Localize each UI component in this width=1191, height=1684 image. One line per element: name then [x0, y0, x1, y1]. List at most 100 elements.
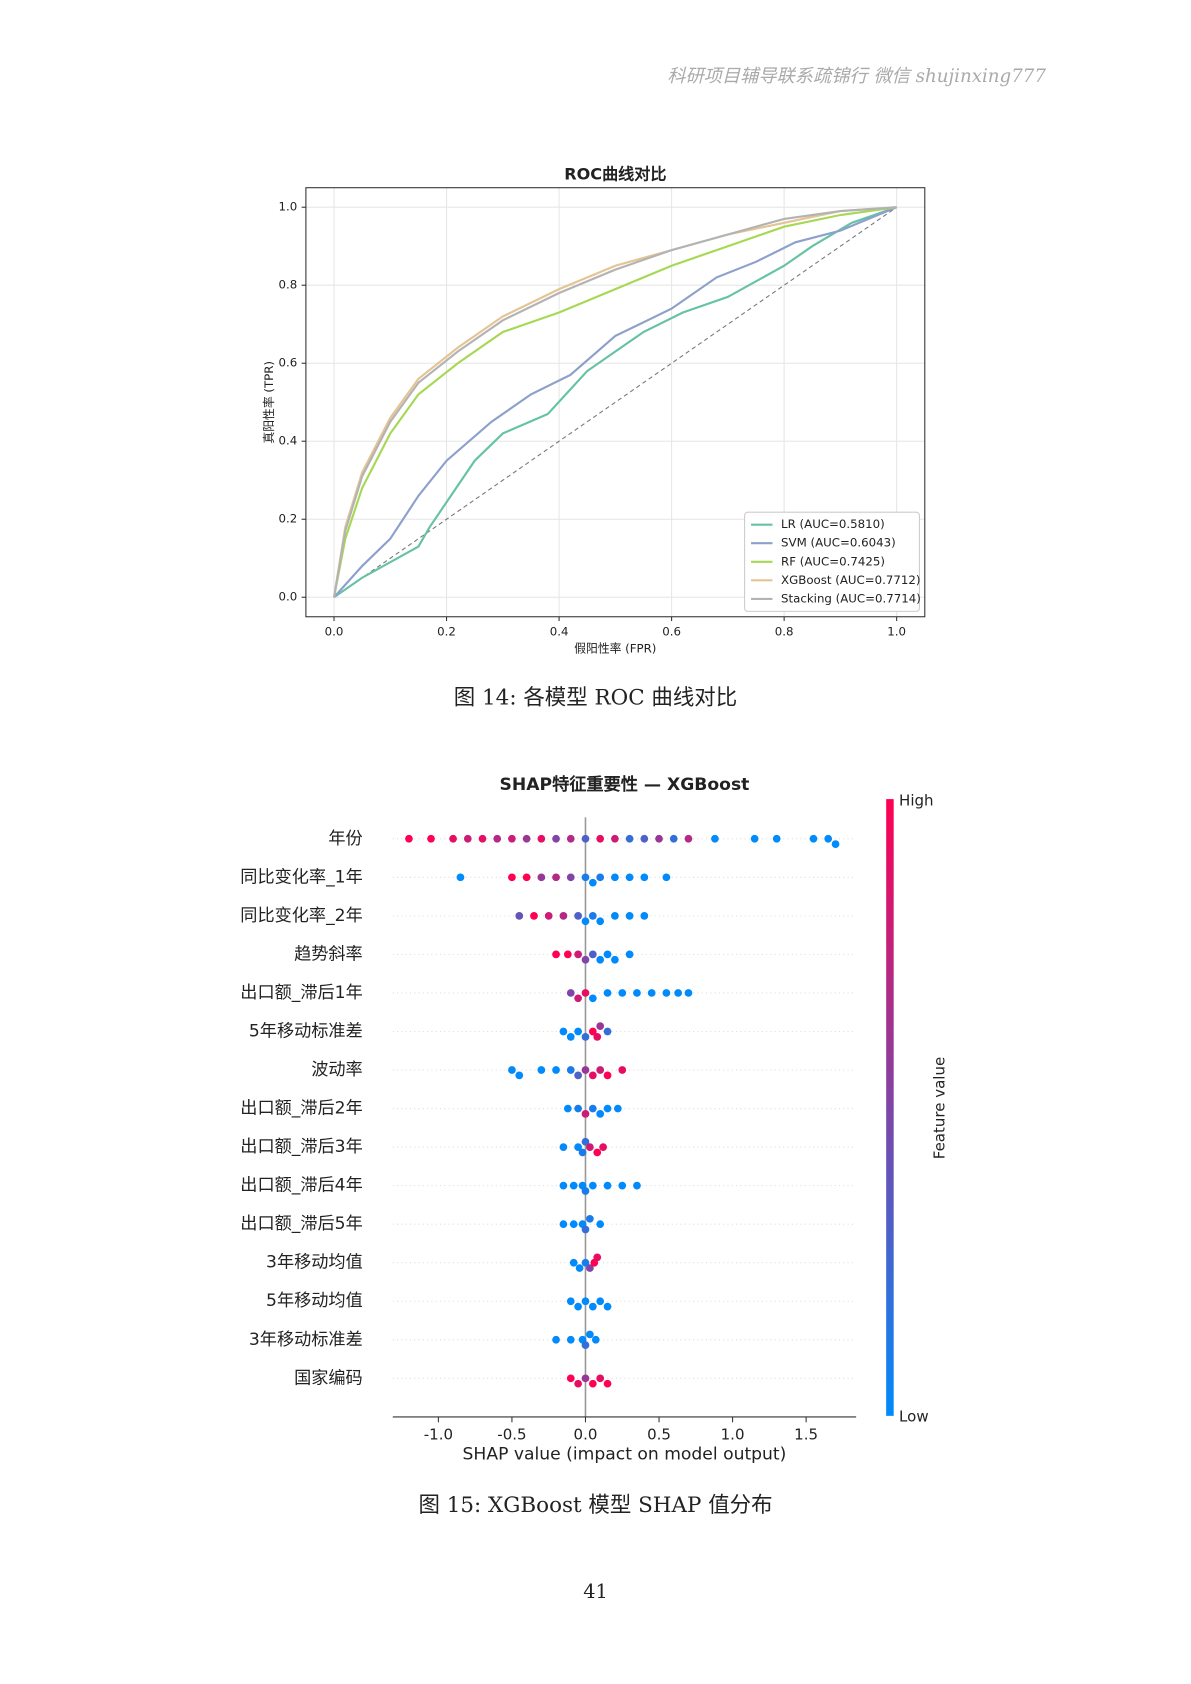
shap-dot [588, 911, 597, 920]
shap-dot [611, 955, 619, 964]
shap-dot [603, 1027, 612, 1036]
colorbar-low: Low [899, 1407, 929, 1425]
shap-dot [449, 834, 457, 843]
shap-dot [588, 950, 597, 959]
shap-dot [588, 878, 597, 887]
shap-dot [552, 1335, 560, 1344]
feature-label: 5年移动均值 [266, 1291, 363, 1311]
shap-dot [559, 911, 568, 920]
shap-dot [581, 1225, 590, 1234]
shap-dot [581, 1374, 590, 1383]
feature-label: 波动率 [311, 1060, 362, 1080]
shap-dot [596, 1066, 605, 1074]
shap-dot [581, 1137, 590, 1146]
chart-title: ROC曲线对比 [564, 164, 666, 183]
shap-dot [588, 1181, 597, 1190]
shap-dot [581, 1258, 590, 1267]
shap-dot [596, 873, 605, 882]
shap-dot [537, 873, 546, 882]
shap-dot [625, 911, 634, 920]
shap-dot [824, 834, 833, 843]
feature-label: 5年移动标准差 [249, 1021, 363, 1041]
colorbar-label: Feature value [930, 1057, 948, 1159]
shap-dot [596, 955, 605, 964]
shap-dot [684, 834, 693, 843]
shap-dot [463, 834, 472, 843]
shap-dot [478, 834, 487, 843]
shap-dot [566, 873, 575, 882]
shap-dot [530, 911, 538, 920]
feature-label: 3年移动标准差 [249, 1330, 363, 1350]
shap-dot [405, 834, 413, 843]
shap-dot [522, 873, 531, 882]
shap-dot [596, 917, 605, 926]
shap-dot [633, 989, 641, 997]
shap-dot [625, 873, 634, 882]
shap-dot [596, 1220, 605, 1229]
shap-dot [566, 834, 575, 843]
feature-label: 国家编码 [294, 1368, 363, 1388]
shap-dot [569, 1220, 578, 1229]
shap-dot [559, 1027, 568, 1036]
shap-dot [581, 1341, 590, 1350]
shap-dot [750, 834, 759, 843]
feature-label: 出口额_滞后2年 [240, 1099, 362, 1119]
shap-dot [581, 1066, 590, 1074]
shap-dot [618, 1181, 627, 1190]
feature-label: 年份 [328, 829, 362, 849]
shap-dot [575, 1264, 584, 1272]
feature-label: 同比变化率_2年 [240, 906, 362, 926]
feature-label: 出口额_滞后3年 [240, 1137, 362, 1157]
shap-dot [591, 1335, 600, 1344]
shap-dot [618, 1066, 627, 1074]
legend-label: SVM (AUC=0.6043) [781, 536, 896, 550]
x-axis-label: 假阳性率 (FPR) [574, 641, 656, 655]
legend-box [744, 511, 920, 612]
shap-dot [603, 950, 612, 959]
shap-dot [574, 911, 582, 920]
shap-dot [586, 1143, 594, 1151]
shap-dot [581, 873, 590, 882]
shap-dot [508, 873, 516, 882]
shap-dot [522, 834, 531, 843]
shap-dot [640, 834, 649, 843]
shap-dot [559, 1220, 568, 1229]
shap-dot [581, 834, 590, 843]
shap-dot [588, 1104, 597, 1113]
shap-dot [588, 1302, 597, 1311]
shap-dot [674, 989, 683, 997]
shap-dot [613, 1104, 622, 1113]
shap-dot [574, 1104, 582, 1113]
shap-dot [581, 1110, 590, 1118]
shap-dot [427, 834, 435, 843]
x-tick-label: -1.0 [424, 1426, 453, 1444]
shap-dot [569, 1258, 578, 1267]
shap-dot [569, 1181, 578, 1190]
feature-label: 出口额_滞后5年 [240, 1214, 362, 1234]
shap-dot [588, 1071, 597, 1080]
y-tick-label: 1.0 [279, 200, 298, 214]
shap-dot [574, 1071, 582, 1080]
shap-dot [625, 950, 634, 959]
shap-dot [593, 1148, 602, 1157]
shap-dot [559, 1181, 568, 1190]
shap-dot [640, 873, 649, 882]
shap-dot [493, 834, 502, 843]
shap-dot [515, 1071, 524, 1080]
x-axis-label: SHAP value (impact on model output) [463, 1444, 787, 1464]
shap-dot [574, 1302, 582, 1311]
caption: 图 14: 各模型 ROC 曲线对比 [454, 685, 737, 710]
shap-dot [566, 1297, 575, 1306]
x-tick-label: -0.5 [497, 1426, 526, 1444]
shap-dot [588, 994, 597, 1003]
shap-dot [603, 1104, 612, 1113]
shap-dot [684, 989, 693, 997]
shap-dot [578, 1148, 587, 1157]
header: 科研项目辅导联系疏锦行 微信 shujinxing777 [667, 66, 1046, 87]
shap-dot [566, 1335, 575, 1344]
shap-dot [456, 873, 465, 882]
shap-dot [640, 911, 649, 920]
feature-label: 3年移动均值 [266, 1253, 363, 1273]
shap-dot [662, 989, 671, 997]
